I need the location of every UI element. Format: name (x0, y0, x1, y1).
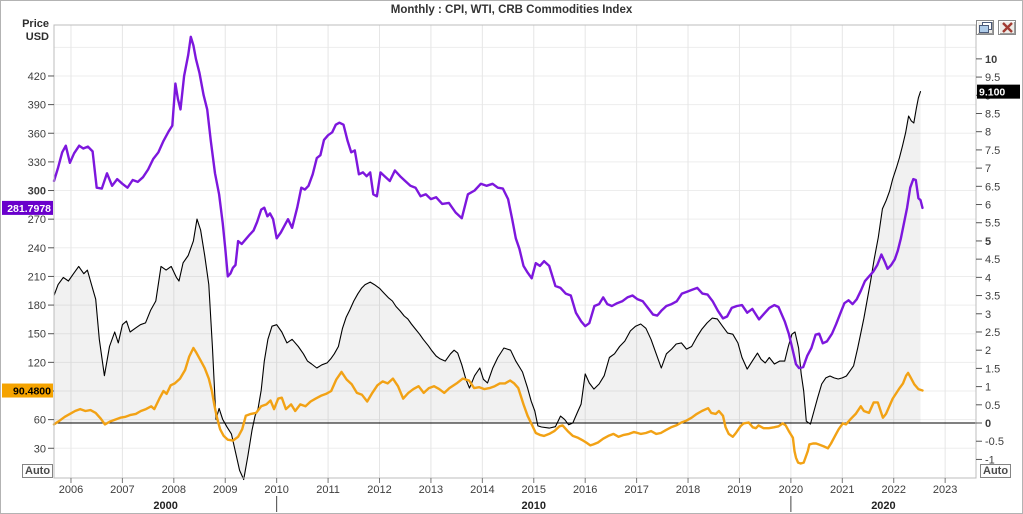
auto-scale-right-button[interactable]: Auto (980, 464, 1012, 478)
cpi-area-fill (54, 91, 921, 480)
right-tick-label: 10 (985, 54, 997, 66)
right-tick-label: 6 (985, 200, 991, 212)
left-tick-label: 330 (28, 157, 46, 169)
year-tick-label: 2021 (830, 484, 854, 496)
right-tick-label: 8.5 (985, 108, 1000, 120)
svg-text:9.100: 9.100 (979, 87, 1005, 99)
year-tick-label: 2023 (933, 484, 957, 496)
left-tick-label: 360 (28, 128, 46, 140)
year-tick-label: 2007 (110, 484, 134, 496)
right-tick-label: 7.5 (985, 145, 1000, 157)
left-tick-label: 390 (28, 100, 46, 112)
close-window-icon[interactable] (998, 20, 1016, 35)
left-tick-label: 240 (28, 243, 46, 255)
right-tick-label: 4 (985, 272, 991, 284)
year-tick-label: 2013 (419, 484, 443, 496)
year-tick-label: 2020 (779, 484, 803, 496)
right-tick-label: -1 (985, 454, 995, 466)
auto-scale-left-button[interactable]: Auto (22, 464, 54, 478)
year-tick-label: 2016 (573, 484, 597, 496)
series-line-cpi[interactable] (53, 91, 922, 481)
right-tick-label: 0 (985, 418, 991, 430)
left-tick-label: 120 (28, 357, 46, 369)
left-tick-label: 30 (34, 443, 46, 455)
year-tick-label: 2008 (162, 484, 186, 496)
decade-label: 2020 (871, 500, 895, 512)
left-tick-label: 150 (28, 329, 46, 341)
left-tick-label: 420 (28, 71, 46, 83)
svg-text:281.7978: 281.7978 (7, 203, 51, 215)
left-tick-label: 270 (28, 214, 46, 226)
right-tick-label: 2 (985, 345, 991, 357)
right-tick-label: 1 (985, 382, 991, 394)
left-tick-label: 300 (28, 186, 46, 198)
year-tick-label: 2022 (881, 484, 905, 496)
left-axis-title: Price USD (1, 18, 49, 44)
chart-title: Monthly : CPI, WTI, CRB Commodities Inde… (390, 4, 633, 16)
right-tick-label: 5.5 (985, 218, 1000, 230)
left-axis-ticks: 420390360330300270240210180150120906030 (28, 71, 54, 455)
right-tick-label: -0.5 (985, 436, 1004, 448)
right-tick-label: 1.5 (985, 363, 1000, 375)
plot-border (53, 24, 977, 479)
right-tick-label: 0.5 (985, 400, 1000, 412)
decade-label: 2010 (522, 500, 546, 512)
year-tick-label: 2018 (676, 484, 700, 496)
horizontal-gridlines (54, 46, 976, 449)
right-tick-label: 8 (985, 127, 991, 139)
year-tick-label: 2017 (624, 484, 648, 496)
last-value-badge-cpi: 9.100 (977, 84, 1020, 99)
last-value-badge-crb-commodities-index: 281.7978 (2, 200, 53, 215)
year-tick-label: 2009 (213, 484, 237, 496)
left-tick-label: 210 (28, 271, 46, 283)
year-tick-label: 2014 (470, 484, 494, 496)
year-tick-label: 2010 (264, 484, 288, 496)
right-tick-label: 3 (985, 309, 991, 321)
vertical-gridlines (70, 25, 946, 478)
right-tick-label: 5 (985, 236, 991, 248)
right-tick-label: 4.5 (985, 254, 1000, 266)
right-axis-ticks: 109.598.587.576.565.554.543.532.521.510.… (976, 54, 1004, 466)
left-axis-title-line1: Price (22, 18, 49, 30)
year-tick-label: 2015 (522, 484, 546, 496)
right-tick-label: 9.5 (985, 72, 1000, 84)
last-value-badge-wti: 90.4800 (2, 383, 53, 398)
right-tick-label: 3.5 (985, 291, 1000, 303)
restore-window-icon[interactable] (976, 20, 994, 35)
x-axis-ticks: 2006 2007 2008 2009 2010 2011 2012 2013 2014 2015… (59, 478, 957, 512)
year-tick-label: 2011 (316, 484, 340, 496)
svg-text:90.4800: 90.4800 (13, 386, 51, 398)
right-tick-label: 7 (985, 163, 991, 175)
left-tick-label: 60 (34, 415, 46, 427)
decade-label: 2000 (153, 500, 177, 512)
year-tick-label: 2019 (727, 484, 751, 496)
close-x-glyph (1001, 22, 1013, 33)
series-line-wti[interactable] (52, 346, 924, 465)
right-tick-label: 2.5 (985, 327, 1000, 339)
year-tick-label: 2012 (367, 484, 391, 496)
left-axis-title-line2: USD (25, 31, 49, 43)
year-tick-label: 2006 (59, 484, 83, 496)
restore-glyph (978, 22, 992, 33)
series-line-crb-commodities-index[interactable] (52, 35, 924, 370)
right-tick-label: 6.5 (985, 181, 1000, 193)
left-tick-label: 180 (28, 300, 46, 312)
